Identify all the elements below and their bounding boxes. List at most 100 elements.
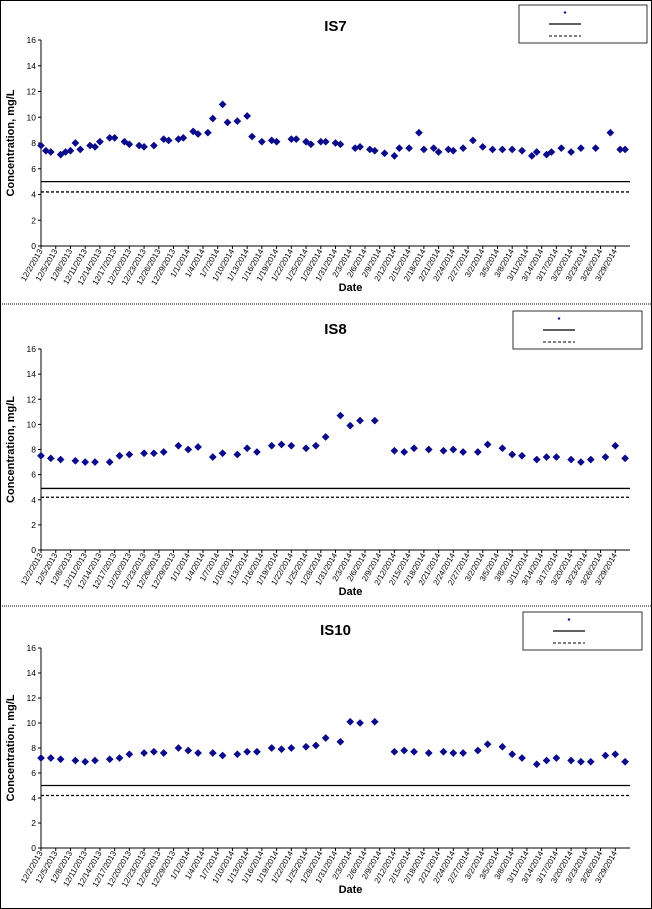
data-point [400, 448, 409, 456]
y-axis-label: Concentration, mg/L [5, 396, 17, 503]
data-point [542, 453, 551, 461]
data-point [410, 444, 418, 453]
data-point [287, 744, 296, 752]
data-point [336, 737, 345, 746]
data-point [424, 445, 433, 454]
data-point [149, 449, 158, 458]
y-tick-label: 16 [27, 35, 37, 45]
data-point [46, 454, 55, 463]
data-point [498, 444, 507, 453]
data-point [321, 734, 330, 742]
data-point [248, 132, 257, 141]
data-point [56, 755, 65, 764]
data-point [346, 421, 355, 430]
data-point [542, 756, 551, 765]
data-point [272, 137, 281, 146]
data-point [91, 458, 99, 467]
y-tick-label: 12 [27, 693, 37, 703]
data-point [488, 145, 497, 154]
data-point [174, 744, 183, 752]
data-point [449, 445, 458, 454]
data-point [253, 747, 261, 756]
data-point [621, 145, 630, 154]
data-point [203, 128, 212, 137]
data-point [473, 448, 482, 456]
data-point [518, 146, 526, 155]
data-point [370, 717, 379, 726]
data-point [277, 745, 286, 754]
data-point [125, 450, 134, 459]
data-point [606, 128, 615, 137]
legend [512, 310, 643, 350]
data-point [459, 448, 468, 456]
data-point [449, 749, 458, 757]
data-point [243, 747, 252, 756]
data-point [287, 441, 296, 450]
y-tick-label: 4 [31, 793, 36, 803]
y-axis-label: Concentration, mg/L [5, 89, 17, 196]
data-point [302, 742, 311, 751]
legend-box [512, 310, 643, 350]
data-point [76, 145, 85, 154]
data-point [218, 449, 227, 458]
y-tick-label: 14 [27, 369, 37, 379]
data-point [498, 145, 507, 154]
data-point [473, 746, 482, 755]
data-point [336, 140, 345, 149]
y-tick-label: 8 [31, 445, 36, 455]
y-tick-label: 10 [27, 718, 37, 728]
data-point [390, 151, 399, 160]
data-point [66, 146, 75, 155]
data-point [439, 747, 448, 756]
data-point [547, 148, 556, 156]
y-tick-label: 14 [27, 668, 37, 678]
y-tick-label: 6 [31, 768, 36, 778]
data-point [174, 441, 183, 450]
data-point [508, 750, 517, 759]
data-point [611, 750, 620, 759]
data-point [91, 756, 99, 765]
data-point [586, 757, 595, 766]
data-point [439, 446, 448, 455]
data-point [591, 144, 600, 153]
data-point [321, 432, 330, 441]
x-axis-label: Date [339, 282, 363, 294]
y-tick-label: 10 [27, 419, 37, 429]
data-point [257, 137, 266, 146]
data-point [576, 757, 585, 766]
data-point [81, 757, 90, 766]
y-tick-label: 12 [27, 394, 37, 404]
data-point [37, 754, 45, 762]
data-point [557, 144, 566, 153]
data-point [233, 450, 242, 459]
data-point [233, 117, 242, 126]
data-point [243, 112, 252, 120]
data-point [71, 139, 80, 147]
y-tick-label: 8 [31, 743, 36, 753]
data-point [71, 456, 80, 465]
data-point [302, 444, 311, 453]
data-point [567, 148, 576, 156]
data-point [518, 451, 526, 460]
data-point [390, 446, 399, 455]
data-point [576, 144, 585, 153]
data-point [277, 440, 286, 449]
data-point [508, 145, 517, 154]
data-point [223, 118, 232, 127]
data-point [346, 717, 355, 726]
data-point [105, 755, 114, 764]
data-point [194, 443, 203, 451]
data-point [567, 756, 576, 765]
data-point [459, 749, 468, 757]
data-point [194, 749, 203, 757]
legend-marker-swatch [563, 11, 567, 14]
data-point [621, 757, 630, 766]
marker-series [37, 100, 630, 160]
data-point [91, 142, 99, 151]
y-tick-label: 0 [31, 241, 36, 251]
data-point [527, 151, 536, 160]
data-point [400, 746, 409, 755]
y-tick-label: 12 [27, 87, 37, 97]
data-point [311, 441, 320, 450]
legend-marker-swatch [557, 317, 561, 320]
